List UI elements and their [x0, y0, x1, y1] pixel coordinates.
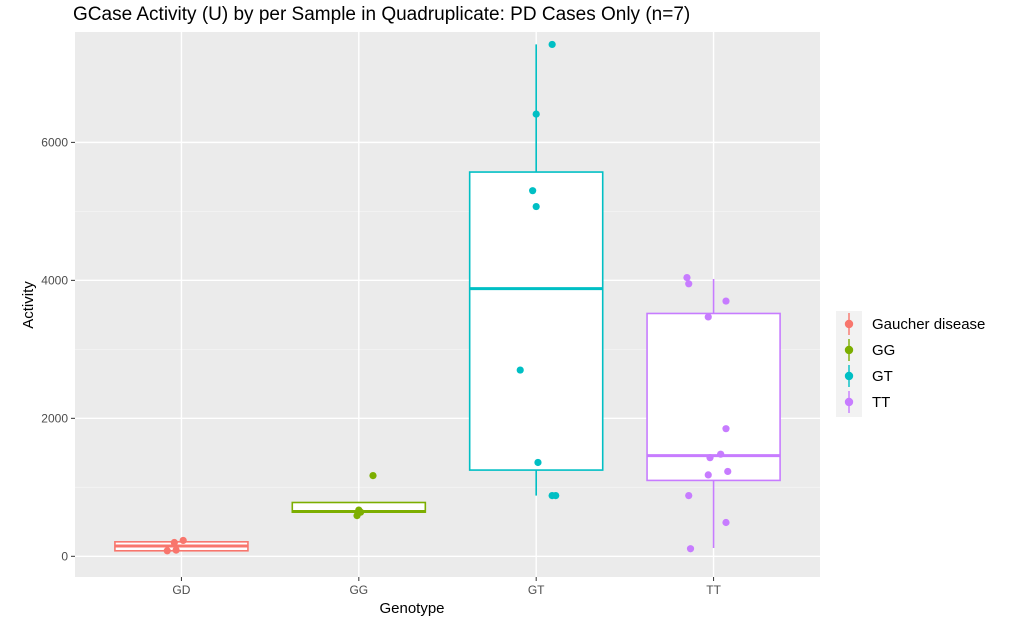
plot-panel	[75, 32, 820, 577]
data-point	[685, 491, 693, 500]
y-tick-label: 2000	[41, 411, 68, 425]
data-point	[179, 536, 187, 545]
y-tick-label: 0	[61, 549, 68, 563]
data-point	[722, 425, 730, 433]
data-point	[685, 280, 693, 288]
y-tick-label: 6000	[41, 135, 68, 149]
x-tick-label: GT	[528, 583, 545, 597]
x-tick-label: GG	[349, 583, 368, 597]
x-tick-label: GD	[172, 583, 190, 597]
legend-label: Gaucher disease	[872, 316, 985, 333]
data-point	[704, 471, 712, 479]
y-axis-title: Activity	[20, 281, 37, 329]
data-point	[722, 297, 730, 305]
data-point	[548, 40, 556, 49]
data-point	[529, 187, 537, 195]
legend-label: TT	[872, 394, 890, 411]
x-tick-label: TT	[706, 583, 721, 597]
data-point	[724, 467, 732, 476]
y-tick-label: 4000	[41, 273, 68, 287]
legend-key-point	[844, 397, 854, 407]
chart-title: GCase Activity (U) by per Sample in Quad…	[73, 4, 690, 25]
data-point	[552, 491, 560, 500]
legend-key-point	[844, 319, 854, 329]
legend-key-point	[844, 371, 854, 381]
data-point	[686, 545, 695, 553]
legend-label: GT	[872, 368, 893, 385]
legend: Gaucher disease GG GT TT	[836, 311, 985, 417]
data-point	[532, 202, 540, 211]
x-axis-title: Genotype	[379, 600, 444, 617]
legend-key-point	[844, 345, 854, 355]
data-point	[163, 547, 171, 555]
data-point	[355, 506, 363, 514]
x-axis: GD GG GT TT	[172, 577, 722, 597]
data-point	[369, 471, 377, 480]
data-point	[516, 366, 524, 374]
data-point	[534, 458, 542, 467]
y-axis: 0 2000 4000 6000	[41, 135, 75, 563]
box	[468, 171, 604, 471]
data-point	[717, 450, 725, 458]
data-point	[170, 538, 178, 547]
data-point	[706, 454, 714, 462]
data-point	[722, 518, 730, 527]
data-point	[683, 273, 691, 282]
data-point	[532, 110, 540, 118]
boxplots	[114, 44, 781, 552]
data-point	[704, 313, 712, 321]
data-points	[163, 40, 732, 555]
legend-label: GG	[872, 342, 895, 359]
data-point	[172, 546, 180, 554]
box	[646, 312, 781, 482]
